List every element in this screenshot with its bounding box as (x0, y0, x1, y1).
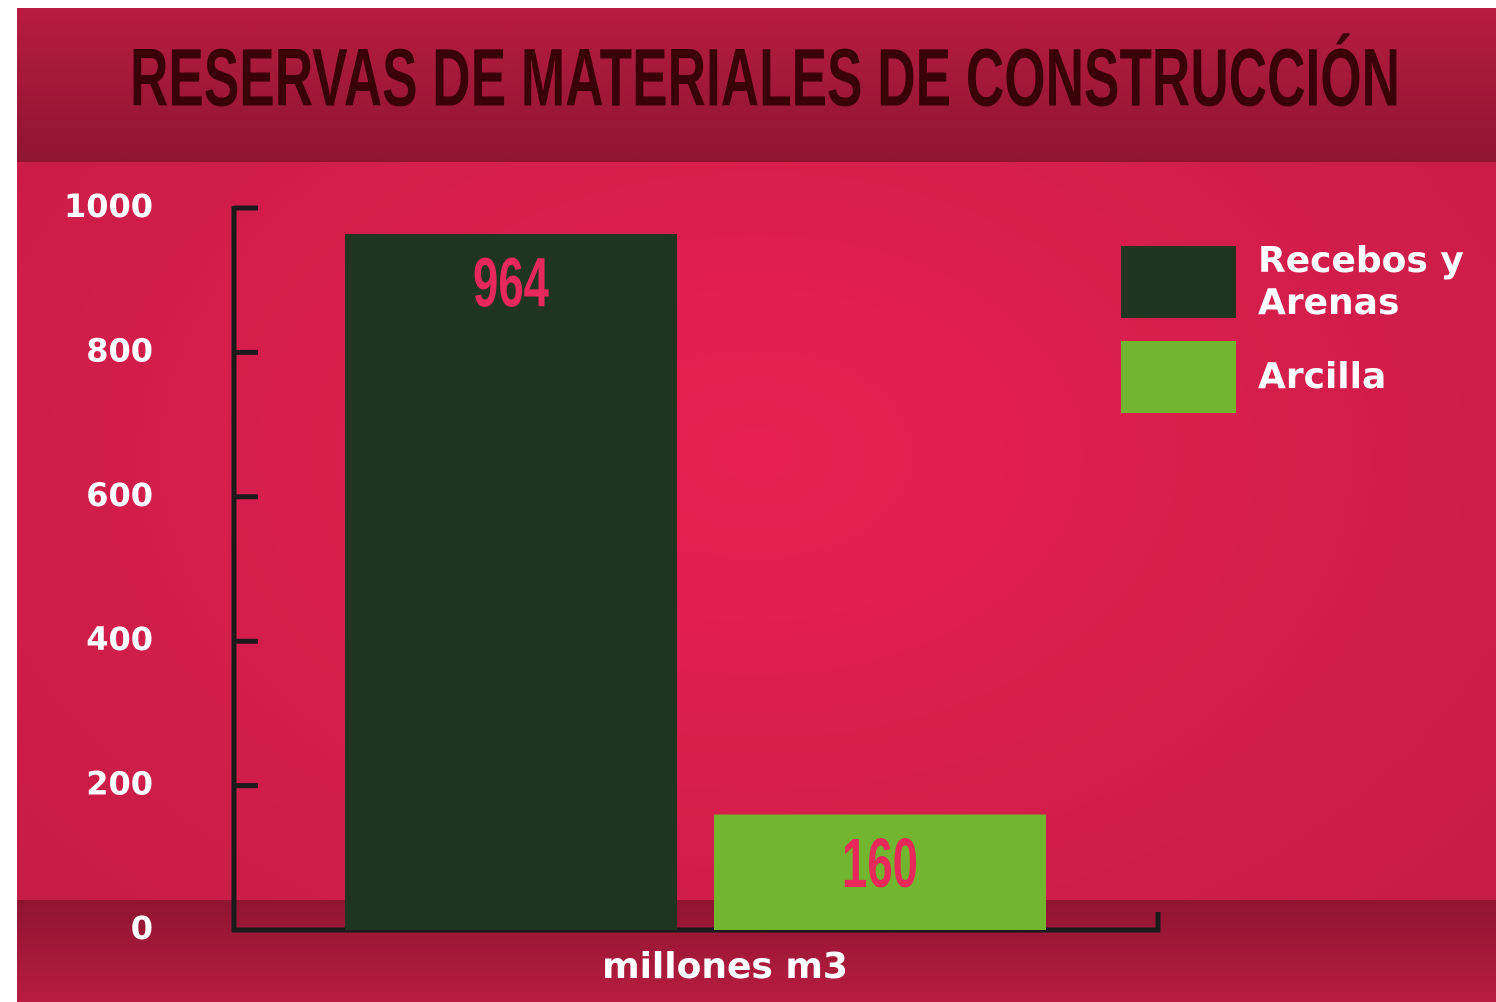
x-axis-label: millones m3 (602, 946, 848, 987)
y-tick-label: 200 (86, 765, 153, 803)
y-tick-label: 600 (86, 476, 153, 514)
y-tick-label: 800 (86, 331, 153, 369)
title-band (17, 8, 1496, 162)
y-tick-label: 0 (131, 909, 153, 947)
value-label: 964 (473, 244, 549, 322)
chart-title: RESERVAS DE MATERIALES DE CONSTRUCCIÓN (130, 33, 1400, 124)
value-label: 160 (842, 824, 918, 902)
legend-label: Recebos y Arenas (1258, 240, 1464, 323)
y-tick-label: 400 (86, 620, 153, 658)
legend-swatch (1121, 246, 1236, 318)
legend-swatch (1121, 341, 1236, 413)
bar (714, 814, 1046, 930)
y-tick-label: 1000 (64, 187, 153, 225)
legend-label: Arcilla (1258, 356, 1387, 397)
bar (345, 233, 677, 930)
